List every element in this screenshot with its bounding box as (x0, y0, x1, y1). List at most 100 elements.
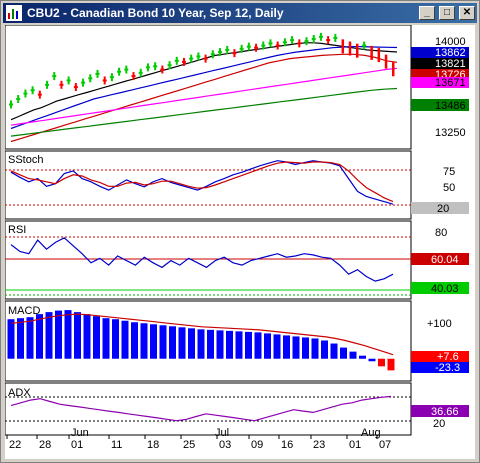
macd-bar (131, 322, 138, 359)
title-bar[interactable]: CBU2 - Canadian Bond 10 Year, Sep 12, Da… (3, 3, 477, 23)
close-icon[interactable]: ✕ (459, 6, 475, 20)
price-badge-13486: 13486 (411, 99, 469, 112)
x-day-label: 16 (281, 439, 293, 451)
price-bar (341, 39, 345, 54)
badge-text: 13671 (435, 77, 466, 89)
macd-bar (207, 329, 214, 359)
macd-bar (169, 326, 176, 359)
x-day-label: 01 (71, 439, 83, 451)
chart-area[interactable]: SStoch RSI MACD ADX 14000 13250 75 50 80… (4, 24, 475, 459)
x-month-label: Aug (361, 427, 381, 439)
macd-bar (273, 334, 281, 359)
badge-text: +7.6 (437, 351, 459, 363)
price-bar (377, 48, 381, 63)
macd-bar (349, 351, 357, 359)
macd-bar (93, 316, 100, 359)
macd-bar (7, 319, 15, 359)
rsi-axis-80: 80 (435, 227, 447, 239)
ma-green-line (10, 87, 398, 137)
macd-bar (330, 343, 338, 359)
x-month-label: Jun (71, 427, 89, 439)
macd-bar (17, 318, 24, 359)
macd-bar (378, 358, 385, 367)
stoch-label: SStoch (8, 154, 43, 166)
price-bar (384, 54, 388, 69)
minimize-icon[interactable]: _ (419, 6, 435, 20)
macd-bar (36, 314, 43, 359)
macd-bar (235, 331, 243, 359)
x-month-label: Jul (215, 427, 229, 439)
price-axis-14000: 14000 (435, 36, 466, 48)
macd-bar (121, 320, 129, 359)
rsi-panel[interactable] (4, 220, 412, 300)
x-axis: 22 28 01 11 18 25 03 09 16 23 01 07 Jun Jul Aug (6, 427, 391, 451)
macd-bar (283, 335, 290, 359)
macd-bar (112, 319, 119, 359)
x-day-label: 18 (147, 439, 159, 451)
macd-bar (74, 312, 81, 359)
maximize-icon[interactable]: □ (439, 6, 455, 20)
macd-bar (150, 324, 157, 359)
macd-bar (159, 325, 167, 359)
macd-signal-line (10, 313, 394, 356)
macd-bar (55, 310, 62, 359)
badge-text: 13821 (435, 58, 466, 70)
ma-magenta-line (10, 67, 398, 126)
chart-marks (7, 32, 398, 422)
price-badge-13671: 13671 (411, 77, 469, 89)
macd-bar (45, 312, 53, 359)
macd-bar (64, 310, 72, 359)
price-bar (355, 43, 359, 58)
adx-panel[interactable] (4, 382, 412, 436)
x-day-label: 22 (9, 439, 21, 451)
chart-icon (6, 5, 22, 21)
badge-text: 36.66 (431, 406, 459, 418)
x-day-label: 28 (39, 439, 51, 451)
macd-bar (264, 333, 271, 359)
adx-axis-20: 20 (433, 418, 445, 430)
x-day-label: 07 (379, 439, 391, 451)
price-badge-13821: 13821 (411, 58, 469, 70)
macd-bar (245, 331, 252, 359)
x-day-label: 01 (349, 439, 361, 451)
stoch-badge-20: 20 (411, 202, 469, 215)
macd-bar (26, 317, 34, 359)
rsi-line (10, 237, 394, 282)
x-day-label: 11 (111, 439, 122, 451)
stoch-axis-75: 75 (443, 166, 455, 178)
price-bar (392, 62, 395, 77)
x-day-label: 25 (183, 439, 195, 451)
macd-bar (140, 323, 148, 359)
price-bar (348, 41, 352, 56)
macd-bar (292, 336, 300, 359)
x-day-label: 09 (251, 439, 263, 451)
price-bar (370, 45, 373, 60)
chart-svg[interactable]: SStoch RSI MACD ADX 14000 13250 75 50 80… (4, 24, 475, 459)
price-badge-13862: 13862 (411, 47, 469, 59)
badge-text: -23.3 (435, 362, 460, 374)
badge-text: 13862 (435, 47, 466, 59)
macd-bar (359, 355, 366, 359)
macd-axis-100: +100 (427, 318, 452, 330)
badge-text: 20 (437, 203, 449, 215)
stoch-panel[interactable] (4, 150, 412, 220)
macd-bar (226, 330, 233, 359)
rsi-badge-60: 60.04 (411, 253, 469, 266)
rsi-label: RSI (8, 224, 26, 236)
macd-bar (321, 340, 328, 359)
macd-badge-value: -23.3 (411, 362, 469, 374)
badge-text: 40.03 (431, 283, 459, 295)
rsi-badge-40: 40.03 (411, 282, 469, 295)
adx-badge: 36.66 (411, 405, 469, 418)
ma-red-line (10, 53, 398, 143)
window-title: CBU2 - Canadian Bond 10 Year, Sep 12, Da… (27, 6, 284, 20)
macd-bar (311, 338, 319, 359)
badge-text: 60.04 (431, 254, 459, 266)
adx-line (10, 395, 392, 422)
macd-label: MACD (8, 305, 40, 317)
macd-bar (216, 330, 224, 359)
macd-bar (102, 318, 110, 359)
macd-bar (387, 358, 395, 371)
macd-bar (83, 314, 91, 359)
